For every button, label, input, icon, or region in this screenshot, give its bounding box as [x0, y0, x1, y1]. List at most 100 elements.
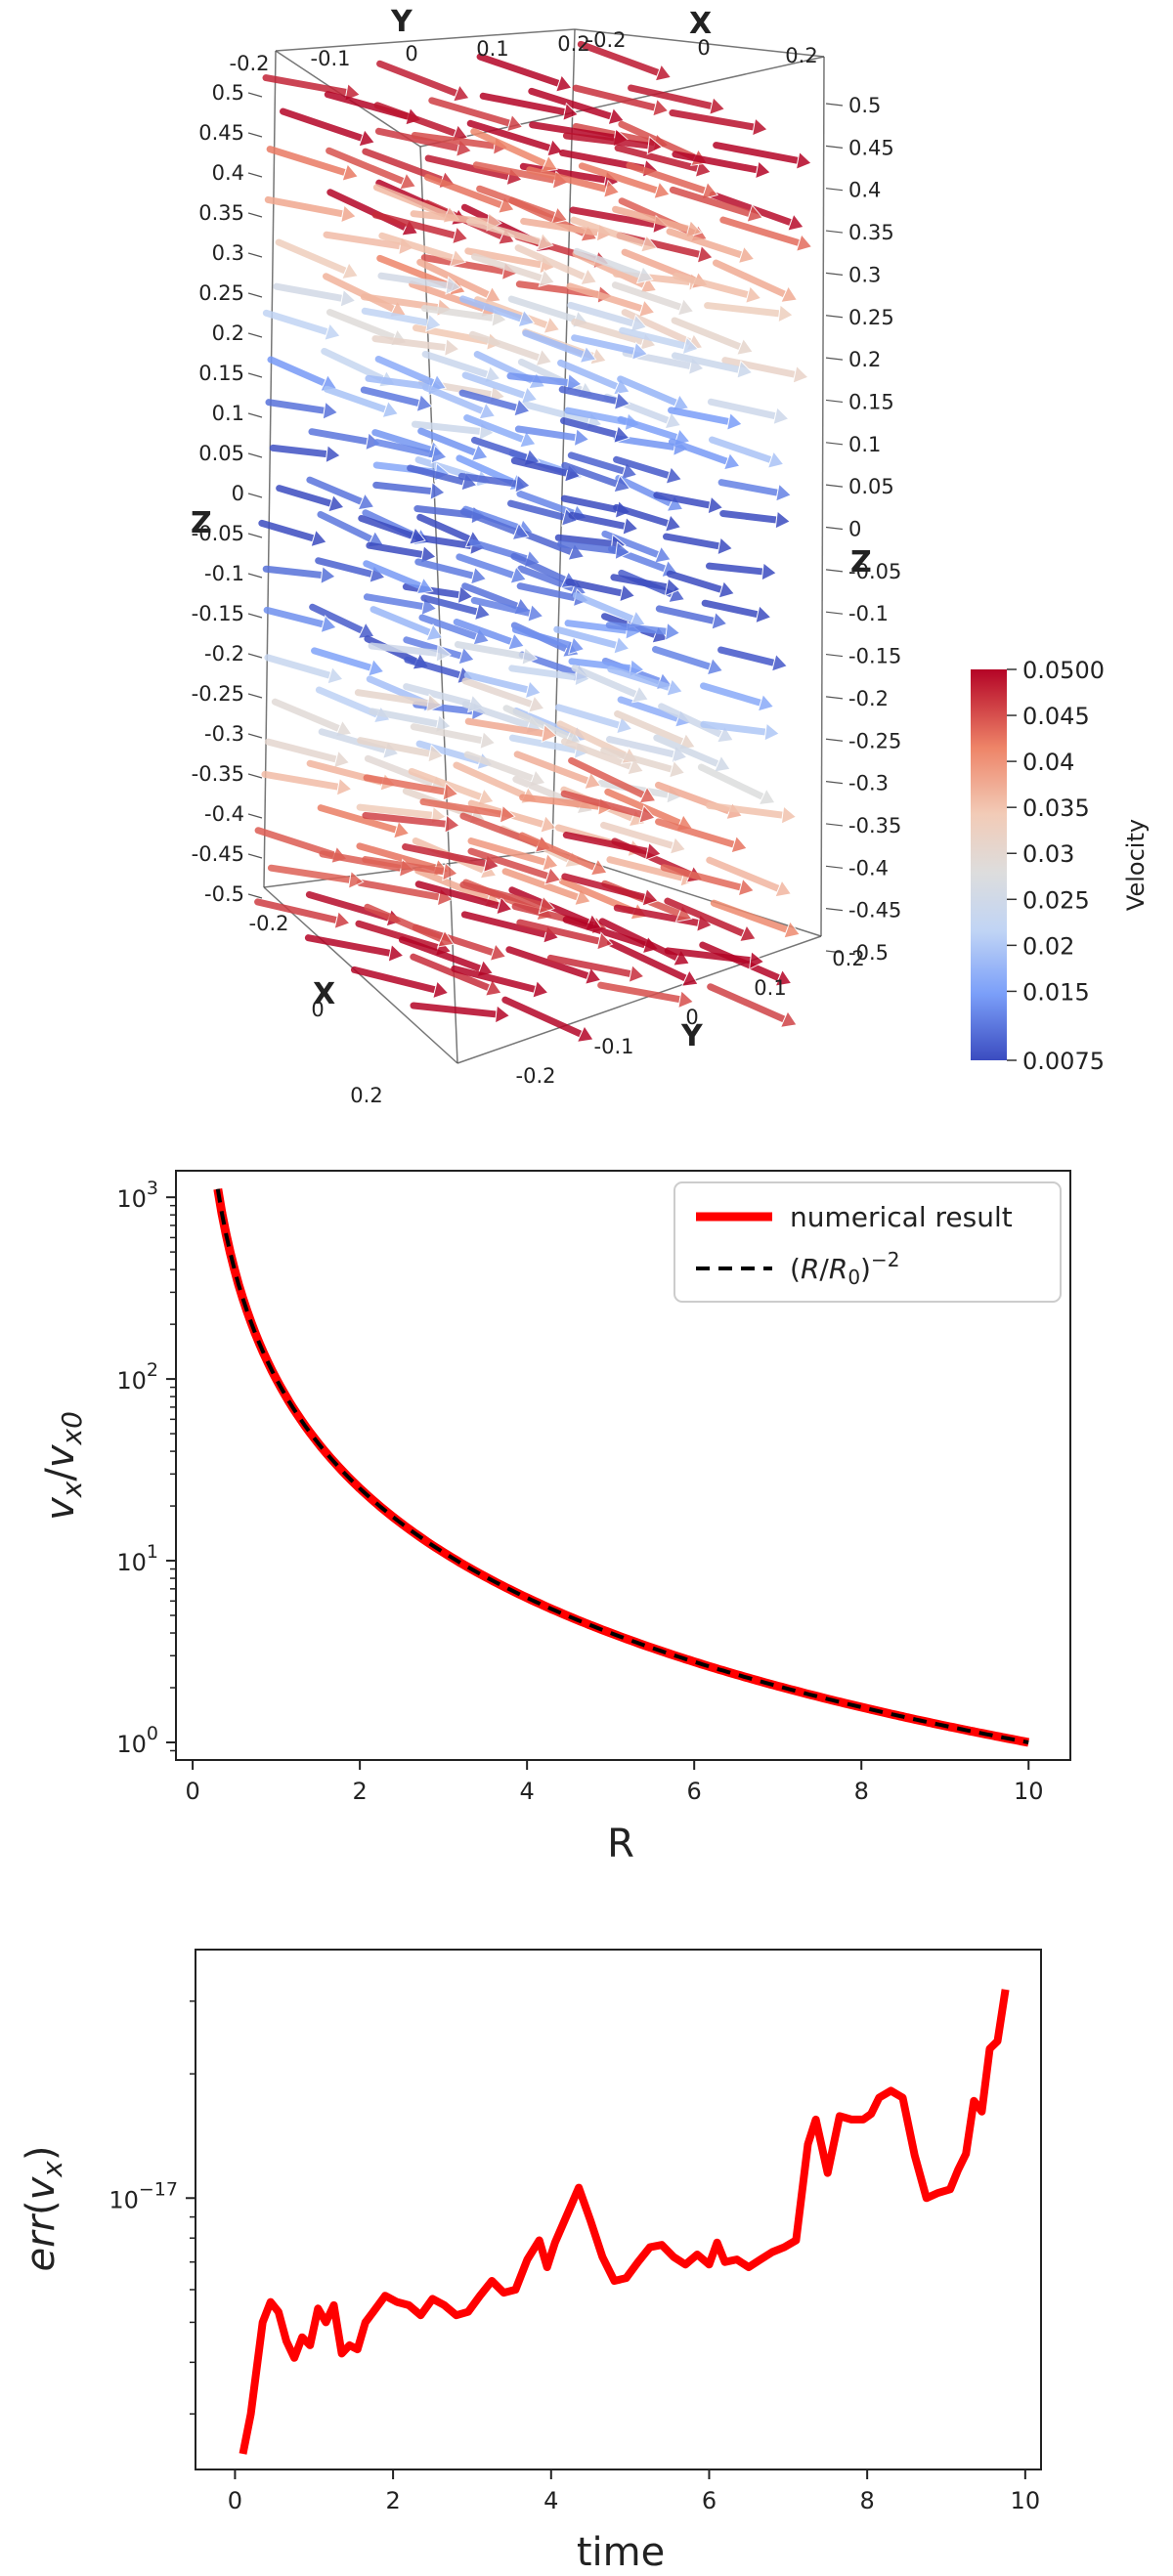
- y-tick-bottom: 0.2: [832, 947, 864, 970]
- z-tick-left: -0.35: [192, 762, 244, 786]
- velocity-arrow: [371, 335, 460, 358]
- velocity-arrow: [717, 646, 789, 672]
- z-tick-left: 0.25: [198, 281, 244, 305]
- velocity-arrow: [605, 622, 681, 642]
- velocity-arrow: [568, 756, 657, 804]
- x-tick-label: 8: [860, 2487, 875, 2514]
- colorbar-label: Velocity: [1122, 819, 1150, 911]
- velocity-arrow: [308, 428, 382, 451]
- velocity-arrow: [626, 161, 719, 200]
- y-tick-bottom: 0: [685, 1006, 698, 1029]
- y-axis-label: err(vx): [19, 2146, 68, 2272]
- velocity-arrow: [360, 386, 433, 413]
- z-tick-right: -0.15: [848, 645, 901, 668]
- velocity-arrow: [506, 372, 583, 393]
- velocity-arrow: [273, 282, 357, 308]
- z-tick-left: 0.2: [212, 322, 244, 345]
- velocity-arrow: [613, 503, 682, 533]
- velocity-arrow: [501, 996, 594, 1043]
- box-edge: [456, 935, 822, 1064]
- velocity-arrow: [363, 560, 434, 595]
- box-edge: [263, 50, 277, 888]
- velocity-arrow: [461, 371, 539, 405]
- y-axis-label: vx/vx0: [38, 1411, 88, 1521]
- x-tick-label: 8: [854, 1778, 869, 1805]
- velocity-arrow: [707, 398, 790, 426]
- x-tick-label: 10: [1011, 2487, 1041, 2514]
- velocity-arrow: [459, 880, 555, 915]
- velocity-arrow: [420, 594, 492, 622]
- velocity-arrow: [410, 723, 497, 751]
- velocity-arrow: [713, 142, 812, 170]
- velocity-arrow: [470, 128, 558, 173]
- velocity-arrow: [568, 658, 645, 678]
- velocity-arrow: [706, 801, 798, 825]
- velocity-arrow: [269, 444, 342, 464]
- y-tick-bottom: 0.1: [754, 976, 786, 1000]
- error-chart: 0 2 4 6 8 10 10−17 time err(vx): [19, 1949, 1042, 2575]
- y-tick-label: 100: [116, 1723, 158, 1758]
- z-tick-right: 0.1: [848, 433, 881, 456]
- velocity-arrow: [652, 646, 724, 676]
- velocity-arrow: [466, 119, 564, 157]
- velocity-arrow: [712, 259, 799, 303]
- velocity-arrow: [378, 232, 467, 268]
- velocity-arrow: [350, 966, 450, 1000]
- velocity-arrow: [600, 821, 687, 855]
- velocity-arrow: [666, 570, 736, 599]
- velocity-arrow: [700, 720, 781, 742]
- velocity-arrow: [271, 698, 353, 738]
- colorbar-tick-label: 0.04: [1022, 749, 1074, 776]
- z-tick-right: -0.35: [848, 814, 901, 837]
- x-tick-top: 0.2: [785, 44, 817, 67]
- velocity-arrow: [461, 677, 545, 713]
- velocity-arrow: [501, 868, 591, 907]
- velocity-arrow: [606, 939, 699, 987]
- z-tick-right: -0.3: [848, 772, 889, 795]
- legend: numerical result (R/R0)−2: [673, 1181, 1062, 1303]
- velocity-arrow: [704, 302, 795, 323]
- velocity-arrow: [266, 146, 360, 182]
- velocity-arrow: [323, 385, 400, 419]
- velocity-arrow: [664, 897, 757, 943]
- z-tick-left: -0.2: [204, 642, 244, 665]
- velocity-arrow: [516, 528, 586, 561]
- velocity-arrow: [577, 40, 673, 82]
- velocity-arrow: [366, 541, 437, 565]
- velocity-arrow: [417, 427, 489, 462]
- velocity-arrow: [264, 738, 351, 769]
- y-tick-top: -0.2: [230, 52, 270, 75]
- velocity-arrow: [410, 1002, 511, 1024]
- velocity-arrow: [258, 519, 327, 548]
- z-tick-right: 0.25: [848, 306, 894, 329]
- y-tick-top: -0.1: [311, 47, 351, 70]
- velocity-arrow: [463, 414, 537, 449]
- velocity-arrow: [666, 228, 756, 265]
- velocity-arrow: [456, 553, 528, 584]
- velocity-arrow: [526, 166, 621, 198]
- box-edge: [275, 28, 576, 52]
- y-tick-label: 102: [116, 1359, 158, 1395]
- z-tick-right: -0.5: [848, 941, 889, 965]
- velocity-arrow: [706, 562, 778, 581]
- velocity-arrow: [414, 558, 488, 585]
- z-tick-right: 0.3: [848, 263, 881, 286]
- x-tick-label: 2: [385, 2487, 400, 2514]
- z-tick-left: 0.1: [212, 402, 244, 425]
- velocity-arrow: [428, 97, 524, 133]
- velocity-arrow: [275, 238, 360, 280]
- velocity-arrow: [567, 451, 638, 481]
- velocity-arrow: [305, 890, 404, 927]
- velocity-arrow: [613, 455, 683, 485]
- z-tick-right: 0: [848, 518, 861, 541]
- velocity-arrow: [468, 330, 553, 367]
- velocity-arrow: [369, 606, 444, 642]
- colorbar-tick-label: 0.035: [1022, 794, 1090, 822]
- z-tick-right: 0.5: [848, 94, 881, 117]
- y-tick-bottom: -0.2: [516, 1064, 556, 1088]
- velocity-arrow: [476, 53, 573, 93]
- colorbar-tick-label: 0.0075: [1022, 1048, 1105, 1075]
- velocity-arrow: [453, 619, 525, 651]
- velocity-arrow: [264, 654, 344, 685]
- velocity-arrow: [671, 352, 754, 379]
